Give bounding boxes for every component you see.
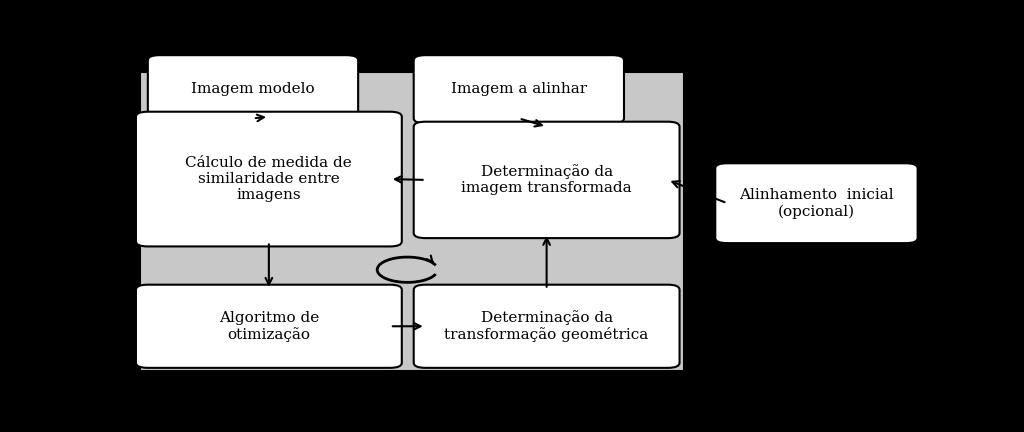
FancyBboxPatch shape: [715, 163, 918, 243]
FancyBboxPatch shape: [136, 285, 401, 368]
Text: Determinação da
imagem transformada: Determinação da imagem transformada: [461, 164, 632, 195]
Text: Cálculo de medida de
similaridade entre
imagens: Cálculo de medida de similaridade entre …: [185, 156, 352, 202]
FancyBboxPatch shape: [136, 112, 401, 246]
FancyBboxPatch shape: [414, 55, 624, 124]
Text: Alinhamento  inicial
(opcional): Alinhamento inicial (opcional): [739, 188, 894, 219]
Text: Imagem modelo: Imagem modelo: [191, 82, 314, 96]
FancyBboxPatch shape: [414, 122, 680, 238]
FancyBboxPatch shape: [414, 285, 680, 368]
Text: Algoritmo de
otimização: Algoritmo de otimização: [219, 311, 319, 342]
Text: Determinação da
transformação geométrica: Determinação da transformação geométrica: [444, 310, 649, 343]
FancyBboxPatch shape: [147, 55, 358, 124]
FancyBboxPatch shape: [140, 72, 684, 371]
Text: Imagem a alinhar: Imagem a alinhar: [451, 82, 587, 96]
